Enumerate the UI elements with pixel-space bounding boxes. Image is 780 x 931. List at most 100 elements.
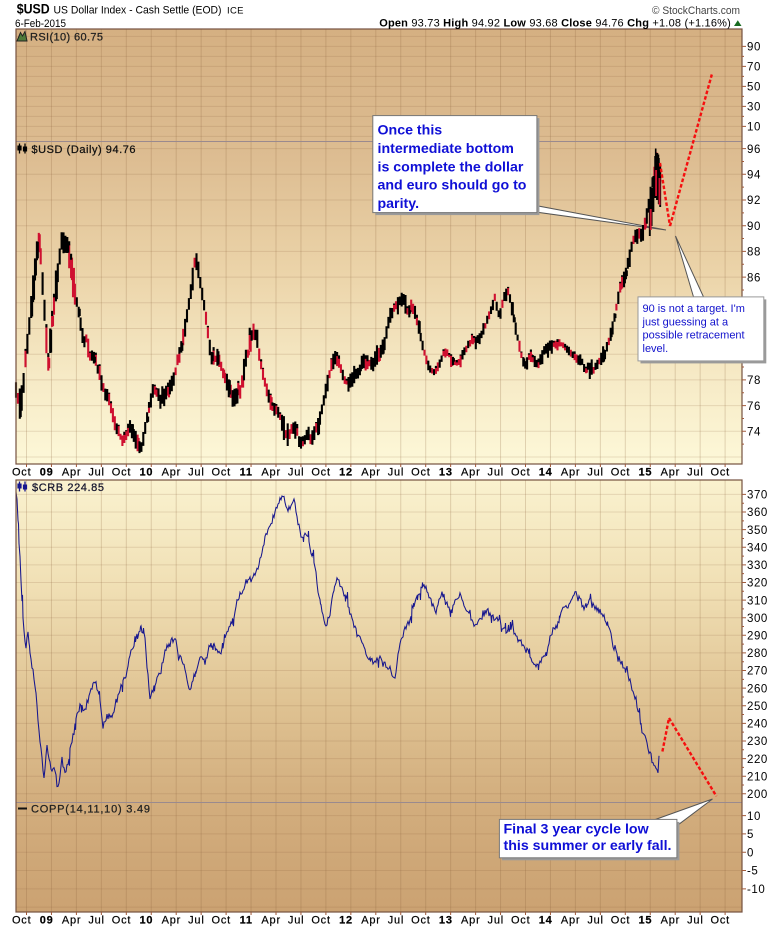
svg-text:-5: -5: [747, 866, 758, 878]
svg-text:280: 280: [747, 648, 768, 660]
svg-text:90 is not a target. I'm: 90 is not a target. I'm: [643, 303, 745, 315]
svg-text:13: 13: [439, 467, 453, 479]
svg-text:14: 14: [539, 915, 553, 927]
svg-text:300: 300: [747, 613, 768, 625]
svg-text:290: 290: [747, 631, 768, 643]
svg-text:90: 90: [747, 42, 761, 54]
svg-text:09: 09: [40, 915, 54, 927]
svg-text:Apr: Apr: [62, 915, 82, 927]
svg-text:Oct: Oct: [12, 915, 32, 927]
svg-text:320: 320: [747, 578, 768, 590]
svg-text:330: 330: [747, 560, 768, 572]
svg-text:6-Feb-2015: 6-Feb-2015: [15, 18, 66, 30]
svg-text:Jul: Jul: [88, 915, 104, 927]
svg-text:Oct: Oct: [212, 915, 232, 927]
svg-text:Oct: Oct: [411, 915, 431, 927]
svg-text:Apr: Apr: [261, 915, 281, 927]
svg-text:Jul: Jul: [188, 915, 204, 927]
svg-text:90: 90: [747, 221, 761, 233]
svg-text:Jul: Jul: [687, 467, 703, 479]
svg-text:74: 74: [747, 427, 761, 439]
svg-text:78: 78: [747, 375, 761, 387]
svg-text:0: 0: [747, 847, 754, 859]
svg-text:Oct: Oct: [611, 915, 631, 927]
svg-text:Jul: Jul: [388, 467, 404, 479]
svg-text:09: 09: [40, 467, 54, 479]
svg-text:possible retracement: possible retracement: [643, 330, 745, 342]
svg-text:Jul: Jul: [687, 915, 703, 927]
svg-text:5: 5: [747, 829, 754, 841]
svg-text:Apr: Apr: [661, 915, 681, 927]
svg-text:70: 70: [747, 62, 761, 74]
svg-text:Apr: Apr: [62, 467, 82, 479]
svg-text:Jul: Jul: [488, 915, 504, 927]
svg-text:is complete the dollar: is complete the dollar: [378, 159, 524, 175]
svg-text:Apr: Apr: [261, 467, 281, 479]
svg-text:intermediate bottom: intermediate bottom: [378, 141, 514, 157]
svg-text:10: 10: [747, 811, 761, 823]
svg-text:Jul: Jul: [188, 467, 204, 479]
svg-text:310: 310: [747, 595, 768, 607]
svg-text:Open 93.73 High 94.92 Low 93.6: Open 93.73 High 94.92 Low 93.68 Close 94…: [379, 18, 731, 30]
svg-text:Final 3 year cycle low: Final 3 year cycle low: [504, 821, 650, 837]
svg-text:15: 15: [639, 915, 653, 927]
svg-text:Apr: Apr: [461, 467, 481, 479]
svg-text:340: 340: [747, 542, 768, 554]
svg-text:Apr: Apr: [361, 467, 381, 479]
svg-text:Oct: Oct: [711, 915, 731, 927]
svg-text:US Dollar Index - Cash Settle: US Dollar Index - Cash Settle (EOD): [54, 5, 222, 17]
svg-text:92: 92: [747, 195, 761, 207]
svg-text:30: 30: [747, 102, 761, 114]
svg-text:94: 94: [747, 170, 761, 182]
svg-text:13: 13: [439, 915, 453, 927]
svg-text:© StockCharts.com: © StockCharts.com: [652, 5, 740, 17]
svg-text:Apr: Apr: [661, 467, 681, 479]
svg-text:Jul: Jul: [488, 467, 504, 479]
svg-text:and euro should go to: and euro should go to: [378, 178, 527, 194]
svg-text:260: 260: [747, 683, 768, 695]
svg-text:50: 50: [747, 82, 761, 94]
svg-text:level.: level.: [643, 343, 669, 355]
svg-text:11: 11: [240, 467, 253, 479]
svg-text:Oct: Oct: [511, 467, 531, 479]
svg-text:210: 210: [747, 771, 768, 783]
svg-text:Oct: Oct: [12, 467, 32, 479]
svg-text:76: 76: [747, 401, 761, 413]
svg-text:86: 86: [747, 272, 761, 284]
svg-text:ICE: ICE: [227, 6, 244, 17]
svg-text:Apr: Apr: [561, 915, 581, 927]
svg-text:240: 240: [747, 719, 768, 731]
svg-text:$CRB 224.85: $CRB 224.85: [32, 482, 104, 494]
svg-text:Oct: Oct: [611, 467, 631, 479]
svg-text:Oct: Oct: [311, 467, 331, 479]
svg-text:250: 250: [747, 701, 768, 713]
svg-text:Jul: Jul: [288, 915, 304, 927]
svg-text:88: 88: [747, 247, 761, 259]
svg-text:Oct: Oct: [112, 467, 132, 479]
svg-text:96: 96: [747, 144, 761, 156]
svg-text:parity.: parity.: [378, 196, 420, 212]
svg-text:$USD: $USD: [17, 2, 50, 17]
svg-text:220: 220: [747, 754, 768, 766]
svg-text:Apr: Apr: [162, 467, 182, 479]
svg-text:200: 200: [747, 789, 768, 801]
svg-text:Apr: Apr: [461, 915, 481, 927]
svg-text:12: 12: [339, 467, 353, 479]
svg-text:12: 12: [339, 915, 353, 927]
svg-text:15: 15: [639, 467, 653, 479]
svg-text:230: 230: [747, 736, 768, 748]
svg-text:Once this: Once this: [378, 123, 443, 139]
svg-text:350: 350: [747, 525, 768, 537]
svg-text:11: 11: [240, 915, 253, 927]
svg-text:Jul: Jul: [587, 915, 603, 927]
svg-text:this summer or early fall.: this summer or early fall.: [504, 838, 672, 854]
svg-text:370: 370: [747, 490, 768, 502]
svg-text:RSI(10) 60.75: RSI(10) 60.75: [30, 32, 103, 44]
svg-text:Oct: Oct: [511, 915, 531, 927]
svg-text:COPP(14,11,10) 3.49: COPP(14,11,10) 3.49: [31, 804, 150, 816]
svg-text:10: 10: [140, 467, 154, 479]
svg-text:Jul: Jul: [388, 915, 404, 927]
svg-text:just guessing at a: just guessing at a: [642, 316, 729, 328]
svg-text:10: 10: [140, 915, 154, 927]
svg-text:14: 14: [539, 467, 553, 479]
